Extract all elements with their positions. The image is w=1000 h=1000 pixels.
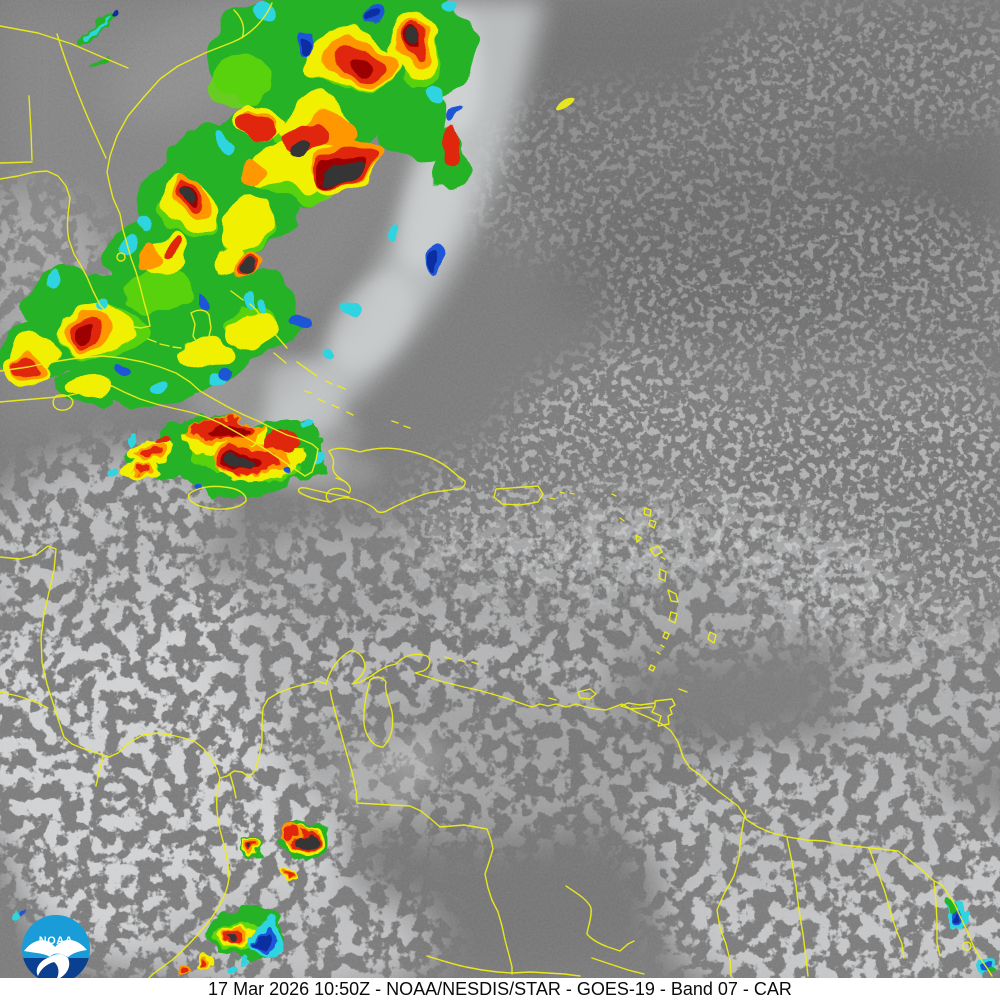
- caption-text: 17 Mar 2026 10:50Z - NOAA/NESDIS/STAR - …: [208, 979, 792, 999]
- noaa-logo: NOAA: [22, 915, 90, 978]
- map-border-hispaniola: [297, 447, 466, 514]
- map-border-cuba: [0, 355, 319, 477]
- map-border-bermuda: [556, 97, 575, 111]
- caption-bar: 17 Mar 2026 10:50Z - NOAA/NESDIS/STAR - …: [0, 978, 1000, 1000]
- map-border-us-states: [0, 25, 129, 164]
- map-border-bahamas: [190, 290, 411, 429]
- satellite-image: NOAA: [0, 0, 1000, 978]
- map-border-south-america-coast: [325, 650, 993, 977]
- noaa-logo-text: NOAA: [39, 935, 73, 947]
- colombia-storm-cells: [238, 820, 331, 882]
- map-border-central-america: [0, 545, 327, 978]
- map-border-puerto-rico: [493, 485, 575, 506]
- map-border-lesser-antilles: [611, 493, 717, 727]
- map-border-us-coastline: [0, 2, 273, 349]
- guiana-coast-cells: [10, 901, 995, 978]
- cuba-storm-cluster: [108, 417, 325, 498]
- storm-front-convection: [0, 0, 470, 408]
- map-border-jamaica: [187, 485, 247, 510]
- pacific-colombia-storm-cluster: [178, 908, 286, 974]
- georgia-cloud-streaks: [72, 7, 119, 72]
- map-border-south-america-borders: [329, 689, 941, 977]
- noaa-seagull-icon: [24, 939, 87, 957]
- map-border-lake-maracaibo: [363, 676, 394, 748]
- map-borders: [0, 2, 993, 978]
